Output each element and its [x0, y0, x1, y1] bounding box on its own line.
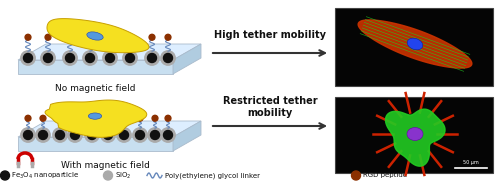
Text: High tether mobility: High tether mobility: [214, 30, 326, 40]
Circle shape: [164, 54, 172, 62]
Circle shape: [106, 54, 114, 62]
Circle shape: [85, 128, 99, 142]
FancyBboxPatch shape: [335, 8, 493, 86]
Ellipse shape: [408, 38, 422, 50]
Circle shape: [87, 34, 93, 40]
Circle shape: [89, 115, 95, 121]
Circle shape: [101, 128, 115, 142]
Polygon shape: [173, 44, 201, 74]
Circle shape: [161, 51, 175, 65]
Circle shape: [136, 131, 144, 140]
Circle shape: [44, 54, 52, 62]
Circle shape: [57, 115, 63, 121]
Circle shape: [25, 34, 31, 40]
FancyBboxPatch shape: [335, 97, 493, 173]
Circle shape: [36, 128, 50, 142]
Circle shape: [165, 34, 171, 40]
Text: Restricted tether
mobility: Restricted tether mobility: [222, 96, 318, 118]
Ellipse shape: [87, 32, 103, 40]
Circle shape: [148, 54, 156, 62]
Text: With magnetic field: With magnetic field: [60, 161, 150, 170]
Circle shape: [56, 131, 64, 140]
Circle shape: [104, 171, 112, 180]
Polygon shape: [18, 44, 201, 60]
Circle shape: [53, 128, 67, 142]
Circle shape: [67, 34, 73, 40]
Circle shape: [63, 51, 77, 65]
Text: Poly(ethylene) glycol linker: Poly(ethylene) glycol linker: [165, 172, 260, 179]
Circle shape: [72, 115, 78, 121]
Polygon shape: [18, 121, 201, 137]
Circle shape: [126, 54, 134, 62]
Circle shape: [45, 34, 51, 40]
Circle shape: [150, 131, 160, 140]
Circle shape: [21, 128, 35, 142]
Polygon shape: [358, 20, 472, 68]
Text: No magnetic field: No magnetic field: [55, 84, 135, 93]
Circle shape: [117, 128, 131, 142]
Circle shape: [165, 115, 171, 121]
Circle shape: [133, 128, 147, 142]
Polygon shape: [18, 60, 173, 74]
Polygon shape: [173, 121, 201, 151]
Circle shape: [21, 51, 35, 65]
Polygon shape: [18, 137, 173, 151]
Circle shape: [86, 54, 94, 62]
Circle shape: [83, 51, 97, 65]
Polygon shape: [45, 100, 147, 137]
Circle shape: [0, 171, 10, 180]
Circle shape: [104, 131, 112, 140]
Circle shape: [88, 131, 96, 140]
Circle shape: [40, 115, 46, 121]
Circle shape: [164, 131, 172, 140]
Circle shape: [70, 131, 80, 140]
Circle shape: [121, 115, 127, 121]
Text: 50 µm: 50 µm: [463, 160, 479, 165]
Polygon shape: [47, 19, 149, 53]
Circle shape: [161, 128, 175, 142]
Circle shape: [120, 131, 128, 140]
Polygon shape: [386, 109, 445, 166]
Circle shape: [352, 171, 360, 180]
Circle shape: [123, 51, 137, 65]
Circle shape: [137, 115, 143, 121]
Circle shape: [148, 128, 162, 142]
Circle shape: [24, 131, 32, 140]
Circle shape: [66, 54, 74, 62]
Ellipse shape: [407, 127, 423, 140]
Circle shape: [103, 51, 117, 65]
Text: SiO$_2$: SiO$_2$: [115, 170, 132, 181]
Circle shape: [107, 34, 113, 40]
Circle shape: [145, 51, 159, 65]
Circle shape: [38, 131, 48, 140]
Circle shape: [152, 115, 158, 121]
Text: RGD peptide: RGD peptide: [363, 172, 407, 178]
Circle shape: [68, 128, 82, 142]
Circle shape: [127, 34, 133, 40]
Circle shape: [149, 34, 155, 40]
Circle shape: [41, 51, 55, 65]
Ellipse shape: [88, 113, 102, 119]
Circle shape: [105, 115, 111, 121]
Circle shape: [24, 54, 32, 62]
Text: Fe$_3$O$_4$ nanoparticle: Fe$_3$O$_4$ nanoparticle: [11, 170, 80, 181]
Circle shape: [25, 115, 31, 121]
